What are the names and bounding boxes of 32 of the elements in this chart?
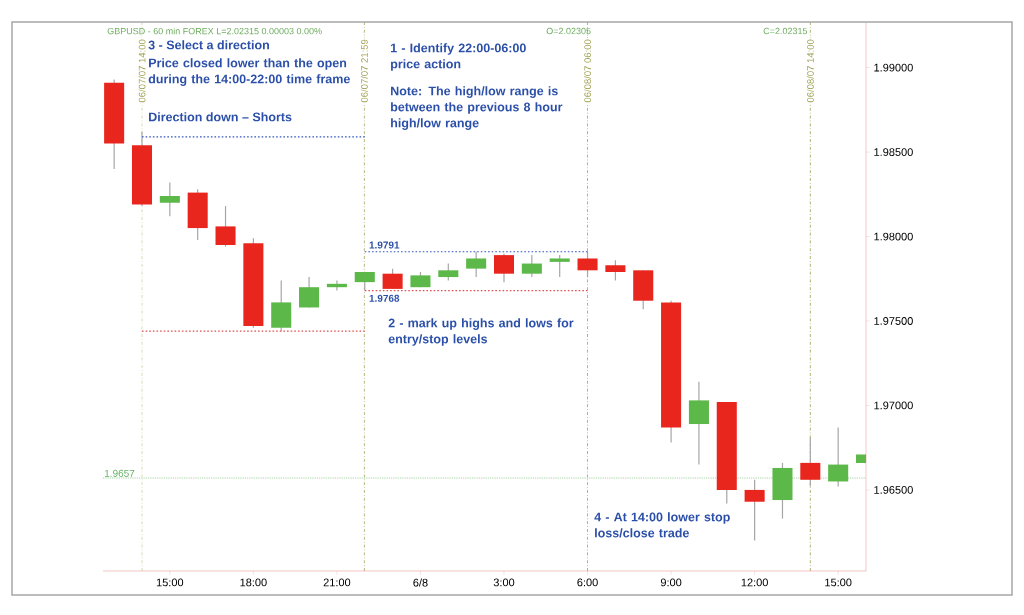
- ref-line-label: 06/08/07 06:00: [584, 39, 592, 103]
- annotation: 2 - mark up highs and lows for entry/stop levels: [388, 318, 574, 346]
- y-tick-label: 1.97000: [874, 401, 913, 410]
- y-tick-label: 1.99000: [874, 63, 913, 72]
- annotation: O=2.02305: [546, 27, 591, 35]
- x-tick-label: 6/8: [413, 578, 428, 587]
- annotation: 3 - Select a direction: [148, 40, 269, 50]
- x-tick-label: 18:00: [240, 578, 267, 587]
- annotation: Price closed lower than the open during the 14:00-22:00 time frame: [148, 58, 350, 86]
- ref-line-label: 1.9657: [104, 469, 135, 477]
- x-tick-label: 9:00: [660, 578, 682, 587]
- x-tick-label: 12:00: [741, 578, 768, 587]
- x-tick-label: 15:00: [156, 578, 184, 587]
- ref-line-label: 06/07/07 14:00: [138, 39, 146, 103]
- x-tick-label: 15:00: [825, 578, 852, 587]
- x-tick-label: 3:00: [493, 578, 515, 587]
- ref-line-label: 06/08/07 14:00: [806, 39, 814, 103]
- annotation: Direction down – Shorts: [149, 112, 292, 122]
- y-tick-label: 1.98500: [874, 148, 913, 156]
- annotation: 1.9768: [369, 294, 400, 302]
- annotation: 4 - At 14:00 lower stop loss/close trade: [594, 512, 730, 538]
- y-tick-label: 1.98000: [874, 232, 913, 241]
- annotation: 1.9791: [369, 241, 400, 249]
- y-tick-label: 1.96500: [874, 486, 913, 494]
- x-tick-label: 21:00: [323, 578, 351, 587]
- annotation: 1 - Identify 22:00-06:00 price action: [390, 43, 526, 71]
- y-tick-label: 1.97500: [874, 317, 913, 325]
- annotation: C=2.02315: [763, 27, 808, 35]
- ref-line-label: 06/07/07 21:59: [360, 39, 368, 103]
- annotation: GBPUSD - 60 min FOREX L=2.02315 0.00003 0.00%: [107, 27, 322, 35]
- x-tick-label: 6:00: [577, 578, 598, 587]
- annotation: Note: The high/low range is between the previous 8 hour high/low range: [391, 86, 563, 130]
